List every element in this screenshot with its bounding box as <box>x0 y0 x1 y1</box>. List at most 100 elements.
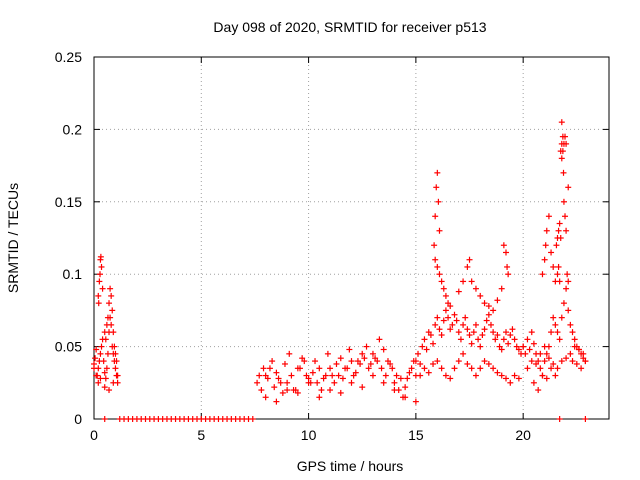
data-point <box>249 416 256 422</box>
y-tick-labels: 0 0.05 0.1 0.15 0.2 0.25 <box>55 49 82 427</box>
data-point <box>490 365 497 372</box>
data-point <box>468 365 475 372</box>
data-point <box>541 343 548 350</box>
data-point <box>481 326 488 333</box>
data-point <box>558 358 565 365</box>
data-point <box>359 384 366 391</box>
data-point <box>543 350 550 357</box>
data-point <box>397 375 404 382</box>
data-point <box>442 307 449 314</box>
x-tick-labels: 0 5 10 15 20 <box>90 427 531 443</box>
data-point <box>487 321 494 328</box>
data-point <box>378 365 385 372</box>
data-point <box>464 360 471 367</box>
data-point <box>359 350 366 357</box>
data-point <box>558 314 565 321</box>
data-point <box>559 133 566 140</box>
data-point <box>447 303 454 310</box>
data-point <box>294 365 301 372</box>
data-point <box>560 169 567 176</box>
data-point <box>363 343 370 350</box>
data-point <box>504 263 511 270</box>
data-point <box>582 358 589 365</box>
grid-lines <box>94 57 609 419</box>
chart-title: Day 098 of 2020, SRMTID for receiver p51… <box>213 19 486 35</box>
data-point <box>434 169 441 176</box>
data-point <box>449 321 456 328</box>
data-point <box>442 372 449 379</box>
y-tick-label: 0.15 <box>55 194 82 210</box>
data-point <box>273 369 280 376</box>
data-point <box>110 379 117 386</box>
data-point <box>433 184 440 191</box>
data-point <box>97 350 104 357</box>
data-point <box>408 365 415 372</box>
data-point <box>384 358 391 365</box>
data-point <box>507 379 514 386</box>
data-point <box>472 285 479 292</box>
data-point <box>294 389 301 396</box>
data-point <box>483 317 490 324</box>
data-point <box>558 155 565 162</box>
data-point <box>541 256 548 263</box>
data-point <box>464 263 471 270</box>
data-point <box>434 314 441 321</box>
data-point <box>436 227 443 234</box>
data-point <box>393 372 400 379</box>
data-point <box>290 387 297 394</box>
data-point <box>106 300 113 307</box>
x-tick-label: 15 <box>408 427 424 443</box>
data-point <box>464 326 471 333</box>
data-point <box>505 340 512 347</box>
data-point <box>281 360 288 367</box>
data-point <box>485 311 492 318</box>
data-point <box>264 375 271 382</box>
data-point <box>333 360 340 367</box>
data-point <box>348 358 355 365</box>
data-point <box>275 375 282 382</box>
data-point <box>423 346 430 353</box>
data-point <box>451 311 458 318</box>
data-point <box>103 365 110 372</box>
data-point <box>327 365 334 372</box>
data-point <box>97 253 104 260</box>
data-point <box>438 332 445 339</box>
data-point <box>93 372 100 379</box>
y-tick-label: 0.1 <box>63 266 83 282</box>
x-tick-label: 20 <box>515 427 531 443</box>
data-point <box>500 242 507 249</box>
data-point <box>337 355 344 362</box>
data-point <box>468 278 475 285</box>
data-point <box>92 355 99 362</box>
data-point <box>515 375 522 382</box>
data-point <box>419 343 426 350</box>
data-point <box>494 369 501 376</box>
data-point <box>425 369 432 376</box>
data-point <box>485 303 492 310</box>
data-point <box>103 321 110 328</box>
data-point <box>271 384 278 391</box>
data-point <box>573 360 580 367</box>
data-point <box>479 332 486 339</box>
y-tick-label: 0.2 <box>63 121 83 137</box>
data-point <box>327 387 334 394</box>
data-point <box>562 213 569 220</box>
data-point <box>100 358 107 365</box>
data-point <box>477 292 484 299</box>
data-point <box>569 358 576 365</box>
data-point <box>369 350 376 357</box>
data-point <box>434 358 441 365</box>
data-point <box>402 394 409 401</box>
data-point <box>485 360 492 367</box>
data-point <box>434 263 441 270</box>
data-point <box>430 360 437 367</box>
data-point <box>543 375 550 382</box>
x-axis-label: GPS time / hours <box>297 458 404 474</box>
data-point <box>460 321 467 328</box>
data-point <box>421 365 428 372</box>
data-point <box>548 329 555 336</box>
data-point <box>320 375 327 382</box>
data-point <box>567 321 574 328</box>
data-point <box>331 379 338 386</box>
data-point <box>430 340 437 347</box>
